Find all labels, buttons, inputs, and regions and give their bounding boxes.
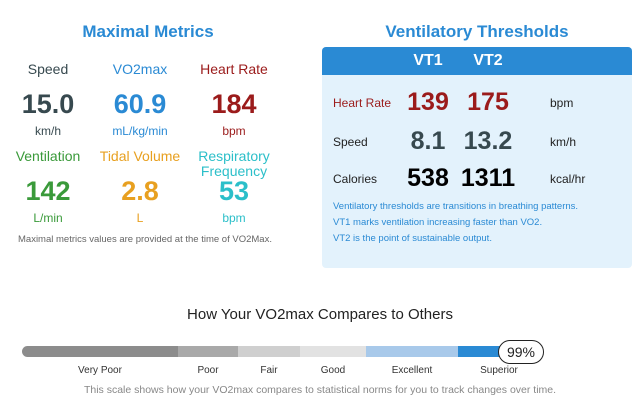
row-unit: kcal/hr bbox=[550, 172, 586, 186]
level-label: Good bbox=[320, 365, 346, 376]
level-label: Excellent bbox=[391, 365, 433, 376]
metric-unit: bpm bbox=[222, 124, 246, 138]
metric-unit: bpm bbox=[222, 211, 246, 225]
metric-value: 2.8 bbox=[121, 176, 159, 206]
metric-value: 142 bbox=[25, 176, 71, 206]
row-unit: bpm bbox=[550, 96, 574, 110]
column-header: VT1 bbox=[413, 52, 443, 69]
metric-label: VO2max bbox=[112, 61, 168, 77]
section-title: Ventilatory Thresholds bbox=[385, 22, 569, 41]
threshold-note: Ventilatory thresholds are transitions i… bbox=[333, 201, 579, 212]
row-label: Speed bbox=[333, 135, 368, 149]
scale-segment bbox=[366, 346, 458, 357]
threshold-note: VT1 marks ventilation increasing faster … bbox=[333, 217, 543, 228]
row-label: Heart Rate bbox=[333, 96, 392, 110]
metric-label: Respiratory Frequency bbox=[198, 148, 270, 179]
metric-value: 15.0 bbox=[21, 89, 75, 119]
metrics-note: Maximal metrics values are provided at t… bbox=[18, 234, 272, 245]
metric-label: Tidal Volume bbox=[99, 148, 181, 164]
metric-unit: L/min bbox=[33, 211, 63, 225]
metric-label: Ventilation bbox=[15, 148, 81, 164]
row-value: 175 bbox=[467, 88, 509, 116]
level-label: Fair bbox=[260, 365, 278, 376]
scale-note: This scale shows how your VO2max compare… bbox=[83, 384, 557, 396]
metric-unit: L bbox=[136, 211, 144, 225]
level-label: Superior bbox=[480, 365, 518, 376]
scale-segment bbox=[178, 346, 238, 357]
row-value: 1311 bbox=[460, 164, 516, 192]
percentile-marker: 99% bbox=[498, 340, 544, 364]
row-value: 13.2 bbox=[463, 127, 513, 155]
metric-label: Speed bbox=[27, 61, 69, 77]
scale-segment bbox=[22, 346, 178, 357]
row-value: 538 bbox=[407, 164, 449, 192]
row-unit: km/h bbox=[550, 135, 577, 149]
scale-title: How Your VO2max Compares to Others bbox=[187, 306, 453, 323]
threshold-note: VT2 is the point of sustainable output. bbox=[333, 233, 492, 244]
scale-segment bbox=[238, 346, 300, 357]
row-value: 8.1 bbox=[410, 127, 446, 155]
thresholds-panel bbox=[322, 47, 632, 268]
section-title: Maximal Metrics bbox=[82, 22, 214, 41]
column-header: VT2 bbox=[473, 52, 503, 69]
row-label: Calories bbox=[333, 172, 378, 186]
scale-segment bbox=[300, 346, 366, 357]
metric-value: 53 bbox=[218, 176, 250, 206]
level-label: Poor bbox=[197, 365, 219, 376]
metric-value: 184 bbox=[211, 89, 257, 119]
thresholds-header bbox=[322, 47, 632, 75]
level-label: Very Poor bbox=[78, 365, 122, 376]
row-value: 139 bbox=[407, 88, 449, 116]
metric-unit: km/h bbox=[34, 124, 61, 138]
metric-label: Heart Rate bbox=[200, 61, 268, 77]
metric-unit: mL/kg/min bbox=[112, 124, 168, 138]
metric-value: 60.9 bbox=[113, 89, 167, 119]
